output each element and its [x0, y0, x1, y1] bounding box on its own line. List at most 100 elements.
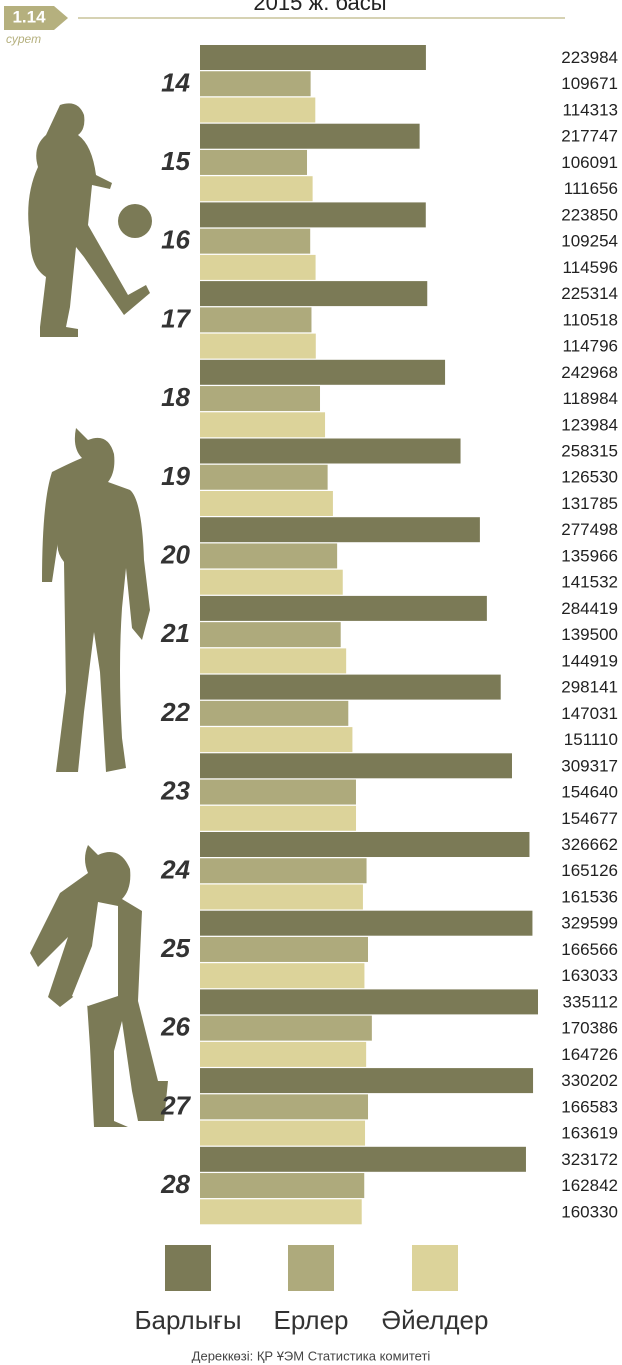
- value-label: 106091: [561, 153, 618, 172]
- value-label: 126530: [561, 468, 618, 487]
- bar: [200, 45, 426, 70]
- bar: [200, 543, 337, 568]
- value-label: 284419: [561, 599, 618, 618]
- value-label: 110518: [563, 310, 618, 329]
- bar: [200, 1121, 365, 1146]
- bar: [200, 937, 368, 962]
- category-label: 28: [160, 1169, 190, 1199]
- bar: [200, 229, 310, 254]
- value-label: 217747: [561, 127, 618, 146]
- value-label: 141532: [561, 573, 618, 592]
- category-label: 26: [160, 1012, 190, 1042]
- value-label: 114596: [563, 258, 618, 277]
- bar: [200, 963, 364, 988]
- legend-label: Ерлер: [273, 1305, 348, 1335]
- category-label: 24: [160, 854, 190, 884]
- bar: [200, 701, 348, 726]
- bar: [200, 1199, 362, 1224]
- bar: [200, 727, 352, 752]
- badge: 1.14: [12, 7, 46, 26]
- bar: [200, 622, 341, 647]
- category-label: 23: [160, 776, 190, 806]
- category-label: 19: [161, 461, 190, 491]
- value-label: 329599: [561, 914, 618, 933]
- value-label: 170386: [561, 1019, 618, 1038]
- bar: [200, 806, 356, 831]
- value-label: 225314: [561, 284, 618, 303]
- bar: [200, 832, 529, 857]
- chart: 2015 ж. басы 1.14 сурет 1422398410967111…: [0, 0, 622, 1365]
- category-label: 17: [161, 303, 191, 333]
- value-label: 154677: [561, 809, 618, 828]
- value-label: 118984: [563, 389, 618, 408]
- bar: [200, 412, 325, 437]
- value-label: 326662: [561, 835, 618, 854]
- value-label: 144919: [561, 651, 618, 670]
- bar: [200, 281, 427, 306]
- bar: [200, 255, 316, 280]
- bar: [200, 307, 311, 332]
- bar: [200, 570, 343, 595]
- bar: [200, 1147, 526, 1172]
- legend-swatch: [165, 1245, 211, 1291]
- source: Дереккөзі: ҚР ҰЭМ Статистика комитеті: [192, 1348, 431, 1363]
- bar: [200, 885, 363, 910]
- bar: [200, 439, 461, 464]
- value-label: 135966: [561, 546, 618, 565]
- value-label: 109254: [561, 232, 618, 251]
- bar: [200, 911, 532, 936]
- silhouettes: [28, 103, 168, 1127]
- value-label: 223984: [561, 48, 618, 67]
- value-label: 111656: [564, 179, 618, 198]
- legend-swatch: [412, 1245, 458, 1291]
- value-label: 147031: [561, 704, 618, 723]
- bar: [200, 1042, 366, 1067]
- bar: [200, 1068, 533, 1093]
- value-label: 162842: [561, 1176, 618, 1195]
- category-label: 21: [160, 618, 190, 648]
- value-label: 154640: [561, 783, 618, 802]
- bar: [200, 386, 320, 411]
- value-label: 166583: [561, 1097, 618, 1116]
- badge-caption: сурет: [6, 32, 41, 46]
- bar: [200, 71, 311, 96]
- category-label: 14: [161, 67, 190, 97]
- bar: [200, 176, 313, 201]
- bar: [200, 98, 315, 123]
- category-label: 25: [160, 933, 190, 963]
- value-label: 335112: [563, 992, 618, 1011]
- value-label: 123984: [561, 415, 618, 434]
- bar: [200, 1173, 364, 1198]
- legend-label: Әйелдер: [382, 1305, 489, 1335]
- value-label: 330202: [561, 1071, 618, 1090]
- legend-swatch: [288, 1245, 334, 1291]
- bar: [200, 1094, 368, 1119]
- value-label: 223850: [561, 205, 618, 224]
- bar: [200, 124, 420, 149]
- bar: [200, 150, 307, 175]
- value-label: 323172: [561, 1150, 618, 1169]
- value-label: 309317: [561, 756, 618, 775]
- value-label: 139500: [561, 625, 618, 644]
- value-label: 109671: [561, 74, 618, 93]
- bar: [200, 858, 367, 883]
- bar: [200, 334, 316, 359]
- value-label: 114796: [563, 337, 618, 356]
- category-label: 15: [161, 146, 190, 176]
- bar: [200, 989, 538, 1014]
- bar: [200, 202, 426, 227]
- category-label: 27: [160, 1090, 191, 1120]
- value-label: 131785: [561, 494, 618, 513]
- category-label: 22: [160, 697, 190, 727]
- bar: [200, 517, 480, 542]
- value-label: 277498: [561, 520, 618, 539]
- value-label: 165126: [561, 861, 618, 880]
- value-label: 114313: [563, 100, 618, 119]
- value-label: 161536: [561, 887, 618, 906]
- value-label: 298141: [561, 678, 618, 697]
- bar: [200, 491, 333, 516]
- value-label: 164726: [561, 1045, 618, 1064]
- bar: [200, 1016, 372, 1041]
- value-label: 166566: [561, 940, 618, 959]
- value-label: 151110: [564, 730, 618, 749]
